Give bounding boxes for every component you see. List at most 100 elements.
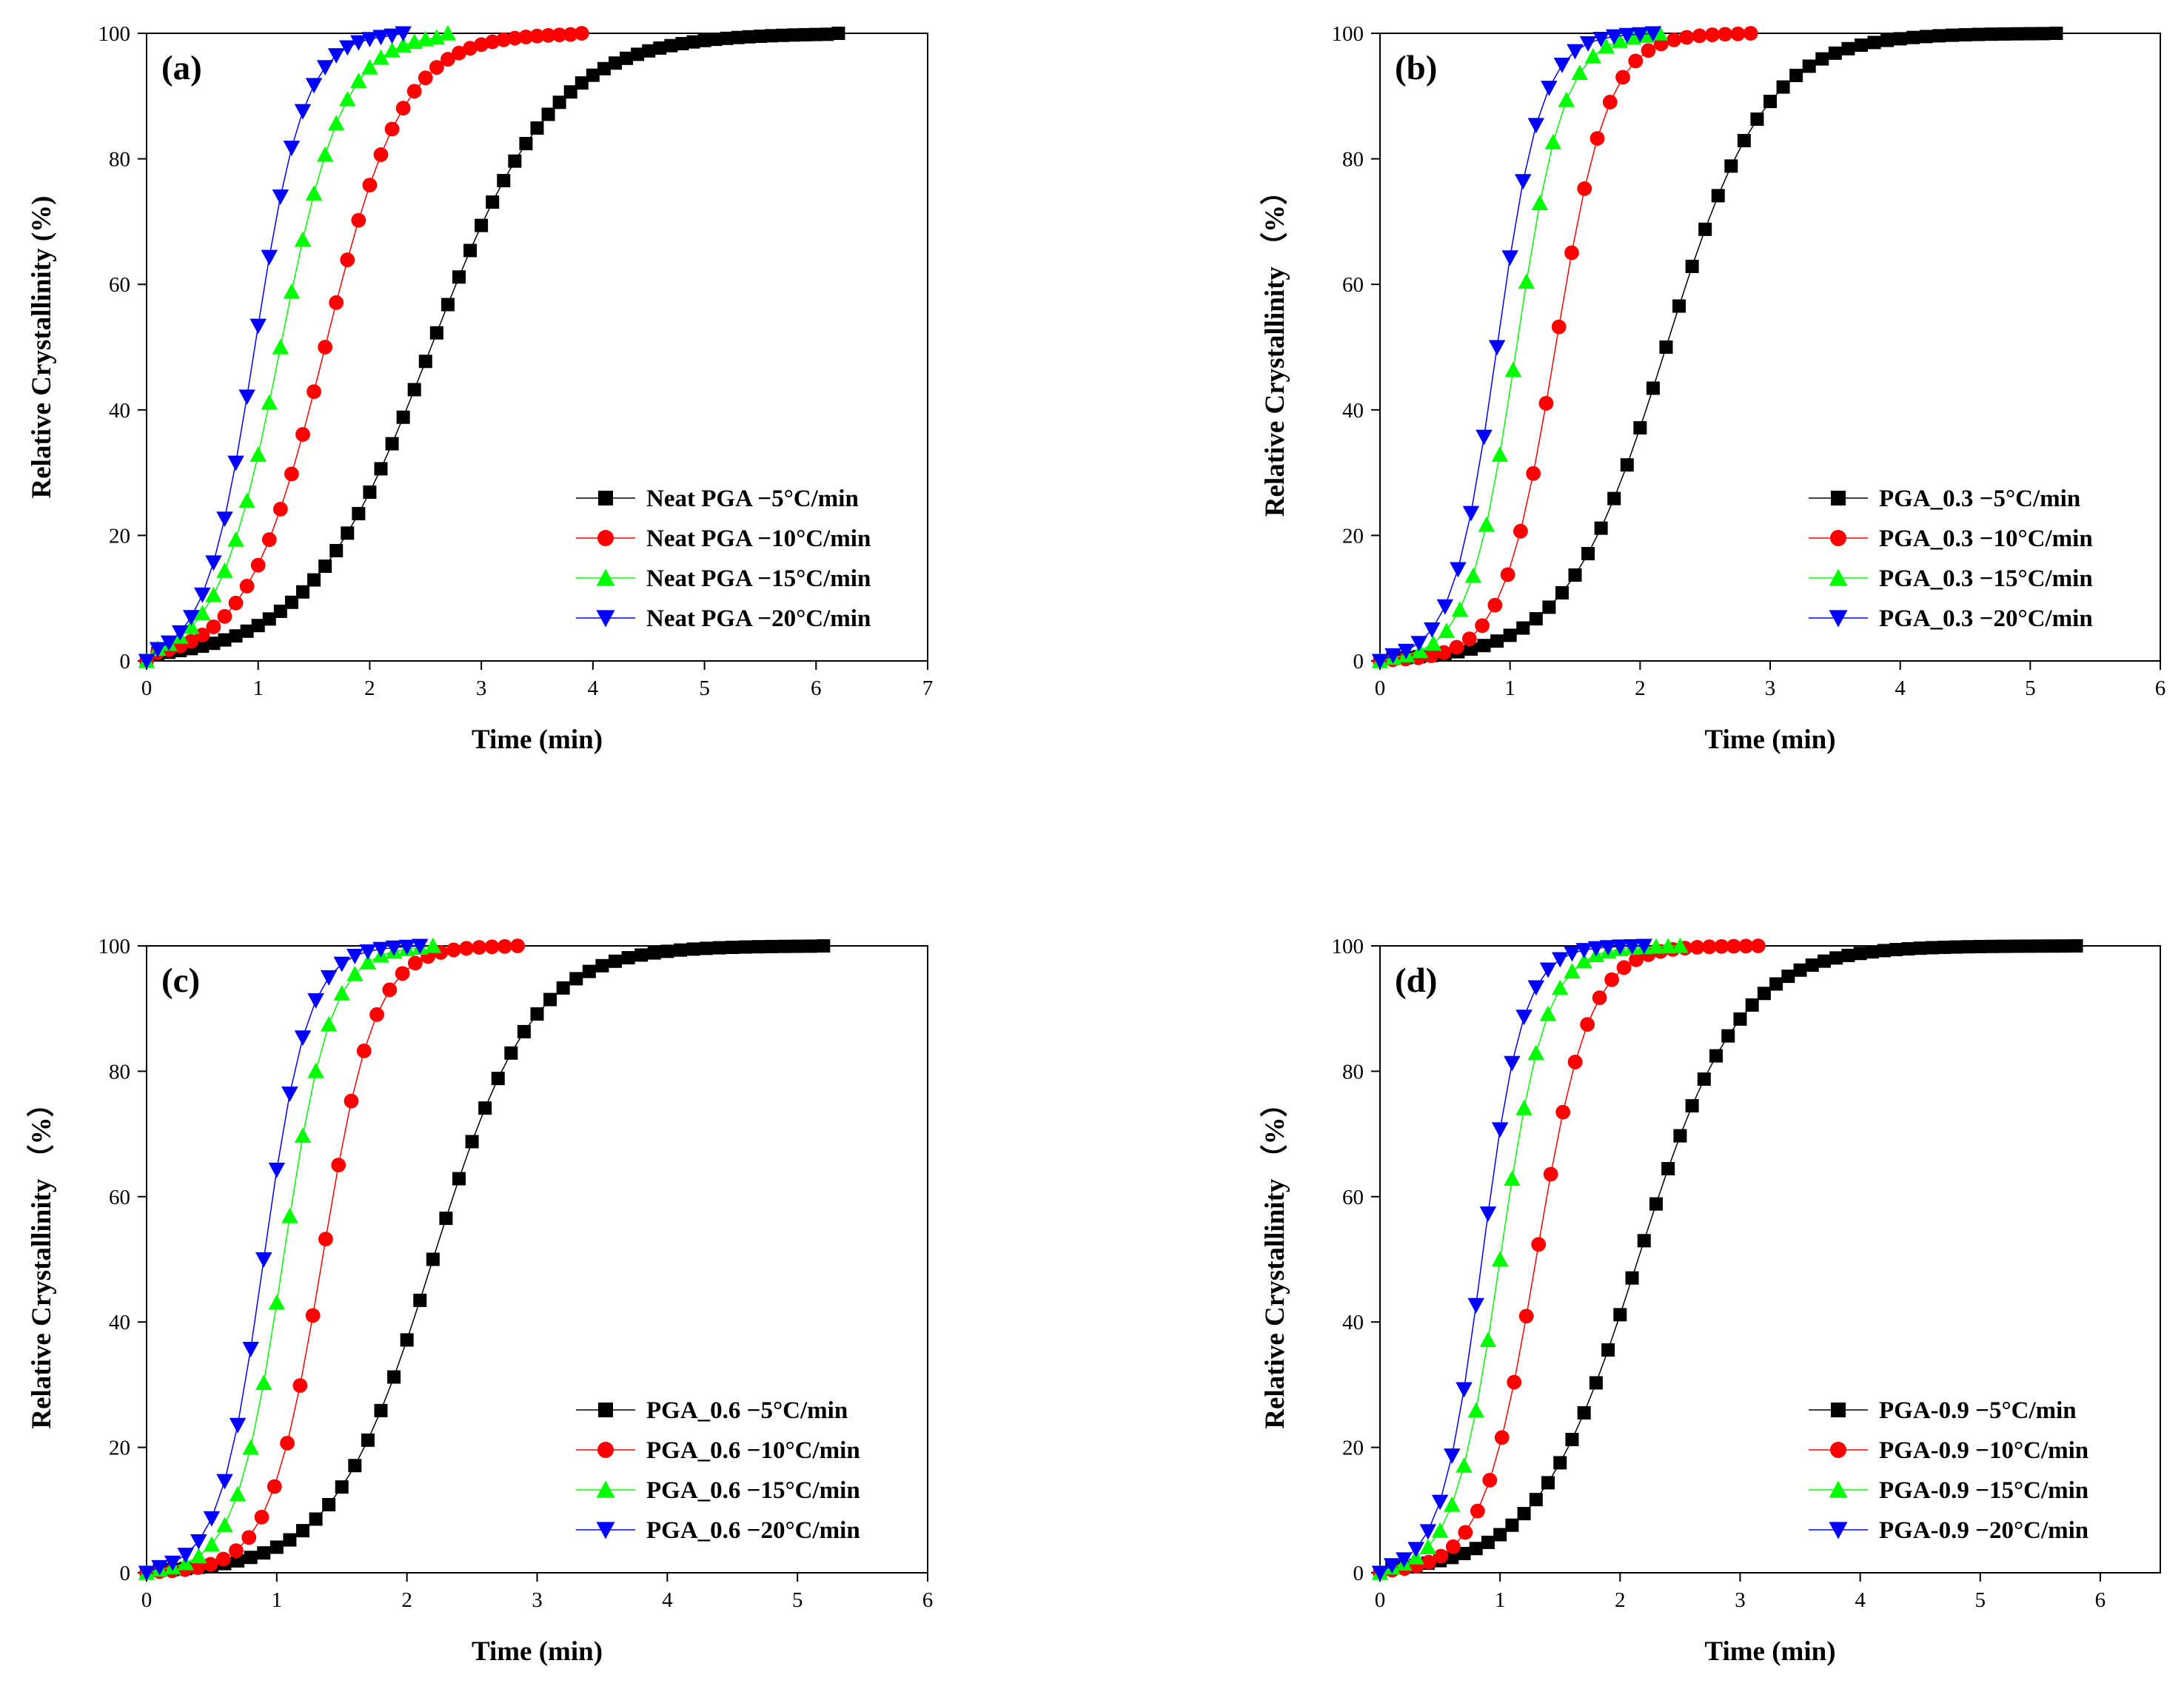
- data-point: [327, 115, 345, 131]
- series-line: [1379, 33, 1751, 662]
- data-point: [269, 1540, 284, 1554]
- data-point: [218, 633, 232, 647]
- data-point: [296, 1524, 309, 1538]
- data-point: [1781, 970, 1795, 984]
- data-point: [1649, 1197, 1663, 1211]
- data-point: [697, 33, 711, 47]
- data-point: [1490, 634, 1504, 648]
- data-point: [1877, 944, 1892, 958]
- data-point: [463, 41, 478, 56]
- legend-marker: [596, 568, 615, 586]
- data-point: [1450, 562, 1467, 578]
- data-point: [700, 941, 714, 955]
- data-point: [518, 30, 534, 44]
- y-axis-title: Relative Crystallinity （%）: [26, 1089, 57, 1428]
- data-point: [475, 218, 489, 232]
- data-point: [190, 1560, 206, 1575]
- data-point: [1589, 1376, 1603, 1390]
- data-point: [268, 1294, 286, 1310]
- data-point: [1601, 1343, 1615, 1357]
- data-point: [1527, 980, 1545, 996]
- legend-item: Neat PGA −15°C/min: [576, 565, 871, 592]
- data-point: [374, 462, 388, 476]
- data-point: [1829, 951, 1843, 965]
- data-point: [2057, 939, 2071, 953]
- data-point: [2046, 939, 2060, 953]
- data-point: [1529, 612, 1543, 626]
- data-point: [720, 31, 734, 45]
- data-point: [1461, 631, 1477, 647]
- data-point: [242, 1439, 259, 1455]
- data-point: [1424, 622, 1441, 638]
- data-point: [1726, 938, 1741, 954]
- x-tick-label: 1: [1495, 1588, 1506, 1612]
- data-point: [373, 147, 389, 162]
- data-point: [1714, 938, 1729, 954]
- data-point: [1701, 939, 1717, 955]
- legend-label: Neat PGA −20°C/min: [646, 605, 871, 632]
- data-point: [406, 84, 422, 99]
- series-3: [1371, 26, 1662, 670]
- y-tick-label: 0: [1353, 1562, 1364, 1585]
- data-point: [647, 946, 661, 960]
- legend-label: PGA-0.9 −15°C/min: [1879, 1477, 2088, 1504]
- data-point: [1802, 59, 1816, 73]
- data-point: [383, 41, 401, 58]
- y-tick-label: 60: [1342, 273, 1364, 297]
- data-point: [316, 146, 334, 162]
- data-point: [1738, 938, 1754, 954]
- data-point: [387, 1370, 401, 1384]
- data-point: [446, 942, 461, 958]
- data-point: [205, 586, 222, 602]
- data-point: [190, 1534, 207, 1550]
- data-point: [151, 1559, 168, 1576]
- data-point: [1618, 27, 1636, 44]
- data-point: [507, 30, 523, 46]
- data-point: [1565, 1432, 1579, 1446]
- data-point: [463, 244, 478, 258]
- data-point: [1481, 1535, 1495, 1549]
- data-point: [1487, 597, 1503, 613]
- data-point: [307, 1062, 324, 1078]
- x-tick-label: 5: [699, 676, 710, 700]
- data-point: [307, 993, 324, 1009]
- data-point: [335, 1480, 349, 1494]
- data-point: [1865, 945, 1879, 959]
- data-point: [1541, 81, 1558, 96]
- legend-marker: [1829, 610, 1848, 628]
- data-point: [268, 1162, 286, 1178]
- data-point: [1478, 516, 1495, 532]
- data-point: [1445, 1551, 1459, 1565]
- data-point: [346, 965, 364, 981]
- data-point: [1410, 636, 1427, 652]
- x-tick-label: 3: [476, 676, 487, 700]
- data-point: [272, 502, 288, 517]
- x-axis-title: Time (min): [1704, 725, 1835, 755]
- legend-item: PGA-0.9 −20°C/min: [1809, 1517, 2088, 1544]
- data-point: [563, 27, 578, 42]
- legend-item: PGA_0.3 −10°C/min: [1809, 525, 2093, 552]
- data-point: [318, 340, 333, 355]
- data-point: [817, 939, 831, 953]
- data-point: [653, 41, 667, 55]
- data-point: [320, 970, 338, 986]
- data-point: [1491, 1251, 1509, 1267]
- data-point: [1613, 1308, 1627, 1322]
- data-point: [205, 555, 222, 571]
- data-point: [563, 85, 577, 99]
- data-point: [452, 1172, 466, 1186]
- data-point: [1692, 28, 1707, 44]
- data-point: [1517, 1507, 1531, 1521]
- data-point: [195, 639, 210, 654]
- legend-marker: [1830, 1442, 1846, 1458]
- data-point: [1493, 1528, 1507, 1542]
- data-point: [316, 60, 334, 76]
- data-point: [1644, 26, 1662, 42]
- data-point: [1431, 1494, 1449, 1511]
- legend-label: PGA_0.3 −15°C/min: [1879, 565, 2093, 592]
- x-axis-title: Time (min): [472, 1636, 603, 1667]
- data-point: [485, 34, 500, 50]
- data-point: [1501, 250, 1518, 266]
- data-point: [429, 60, 444, 75]
